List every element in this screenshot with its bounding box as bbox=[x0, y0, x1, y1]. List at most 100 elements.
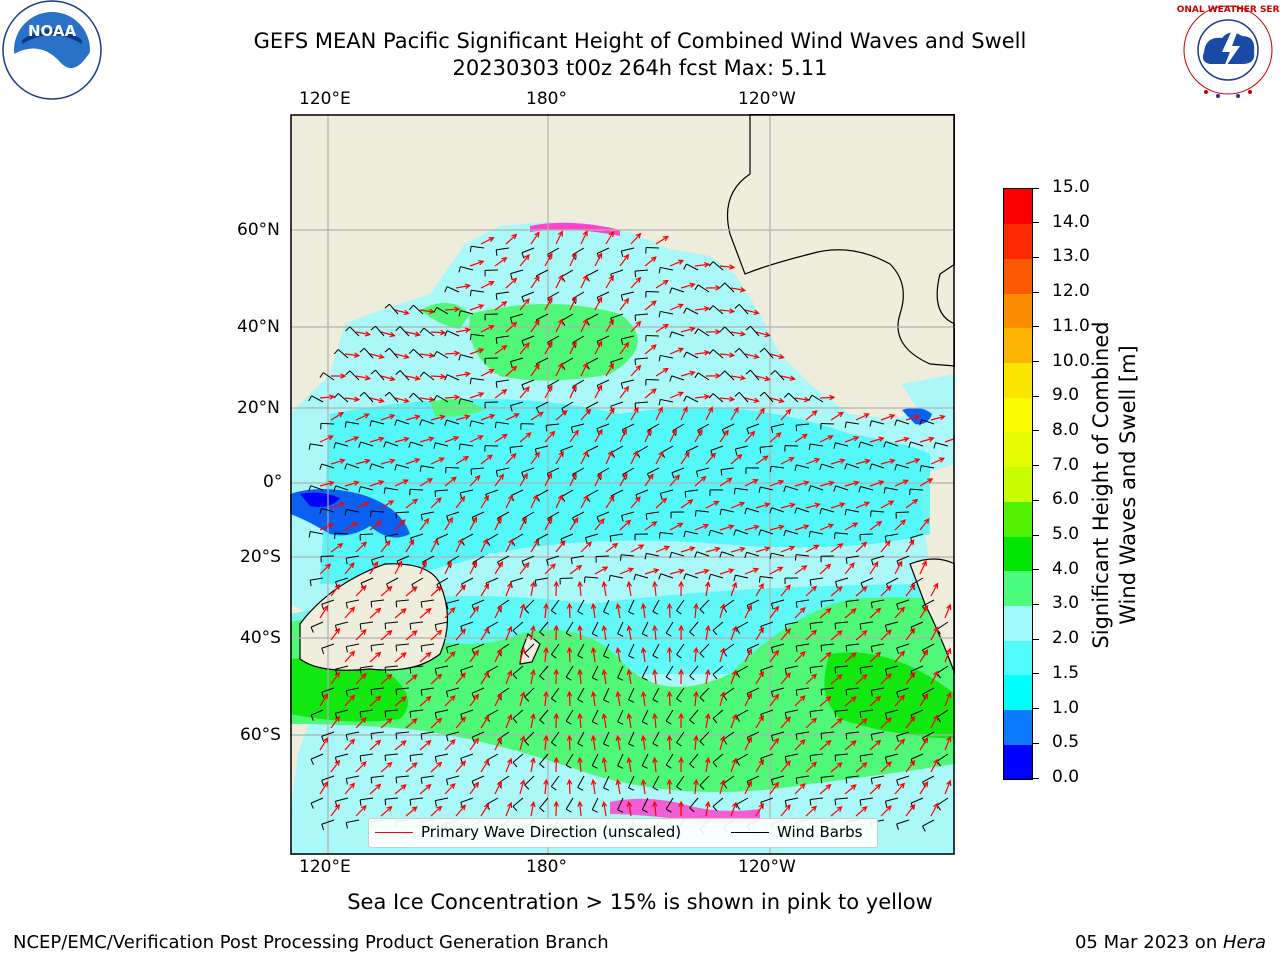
wave-direction-arrowhead bbox=[334, 583, 341, 590]
wind-barb bbox=[310, 797, 324, 804]
wave-direction-arrow bbox=[630, 544, 644, 553]
wave-direction-arrow bbox=[430, 497, 442, 509]
wind-barb bbox=[771, 775, 785, 780]
wave-direction-arrow bbox=[419, 437, 434, 443]
wind-barb bbox=[385, 665, 399, 668]
wind-barb bbox=[821, 463, 835, 469]
wave-direction-arrowhead bbox=[411, 806, 418, 812]
wave-direction-arrow bbox=[530, 626, 535, 641]
wave-direction-arrow bbox=[579, 758, 582, 773]
wave-direction-arrow bbox=[669, 522, 683, 531]
wave-direction-arrow bbox=[394, 608, 407, 619]
wind-barb bbox=[446, 286, 460, 293]
wave-direction-arrowhead bbox=[498, 473, 505, 480]
wind-barb bbox=[724, 282, 735, 293]
wind-barb bbox=[471, 775, 485, 782]
wave-direction-arrow bbox=[455, 717, 466, 729]
wave-direction-arrowhead bbox=[785, 760, 791, 767]
wave-direction-arrowhead bbox=[400, 740, 407, 746]
wave-direction-arrowhead bbox=[785, 584, 791, 591]
wave-direction-arrow bbox=[794, 651, 806, 663]
lon-tick-bottom-120w: 120°W bbox=[738, 857, 796, 877]
wind-barb bbox=[617, 753, 624, 767]
wave-direction-arrowhead bbox=[903, 436, 910, 443]
wind-barb bbox=[446, 330, 460, 337]
wave-direction-arrowhead bbox=[939, 414, 946, 421]
wave-direction-arrowhead bbox=[938, 457, 945, 463]
wind-barb bbox=[335, 665, 349, 670]
wave-direction-arrowhead bbox=[571, 296, 577, 303]
wave-direction-arrowhead bbox=[678, 800, 684, 807]
wave-direction-arrowhead bbox=[785, 804, 791, 811]
wave-direction-arrow bbox=[805, 503, 820, 509]
wind-barb-flag bbox=[383, 487, 386, 494]
wave-direction-arrow bbox=[580, 451, 588, 465]
wave-direction-arrow bbox=[668, 647, 671, 663]
wave-direction-arrow bbox=[394, 740, 407, 751]
wave-direction-arrowhead bbox=[577, 756, 583, 763]
wind-barb bbox=[785, 485, 799, 491]
wave-direction-arrow bbox=[655, 451, 664, 465]
wave-direction-arrow bbox=[668, 603, 671, 619]
sea-ice-caption: Sea Ice Concentration > 15% is shown in … bbox=[347, 890, 933, 914]
wind-barb bbox=[712, 709, 724, 719]
wave-direction-arrowhead bbox=[715, 285, 722, 291]
wind-barb bbox=[565, 621, 574, 634]
wind-barb bbox=[539, 753, 549, 765]
wave-direction-arrow bbox=[619, 520, 631, 531]
wind-barb-flag bbox=[694, 510, 697, 517]
wave-direction-arrowhead bbox=[922, 737, 929, 744]
wave-direction-arrow bbox=[744, 568, 759, 575]
wind-barb bbox=[546, 555, 560, 561]
wave-direction-arrowhead bbox=[524, 342, 530, 349]
wind-barb bbox=[346, 687, 360, 692]
wave-direction-arrow bbox=[569, 473, 577, 487]
wind-barb bbox=[435, 753, 449, 758]
wave-direction-arrow bbox=[319, 693, 329, 707]
wave-direction-arrowhead bbox=[601, 800, 608, 808]
wind-barb-flag bbox=[408, 304, 414, 310]
wind-barb-flag bbox=[884, 757, 888, 764]
colorbar-segment bbox=[1004, 466, 1032, 502]
wind-barb bbox=[371, 731, 385, 735]
wave-direction-arrow bbox=[579, 802, 582, 817]
wave-direction-arrow bbox=[568, 603, 571, 619]
wind-barb-flag bbox=[409, 667, 412, 674]
wave-direction-arrowhead bbox=[425, 739, 432, 746]
sea-ice-arctic bbox=[530, 222, 620, 236]
wave-direction-arrow bbox=[844, 652, 857, 663]
wave-direction-arrow bbox=[855, 806, 867, 817]
wind-barb-flag bbox=[809, 711, 812, 718]
wind-barb bbox=[652, 687, 660, 700]
wave-direction-arrowhead bbox=[632, 450, 638, 457]
wave-direction-arrow bbox=[694, 604, 697, 619]
wave-direction-arrowhead bbox=[719, 779, 726, 786]
wind-barb bbox=[385, 753, 399, 756]
wind-barb bbox=[471, 420, 485, 425]
wave-direction-arrow bbox=[394, 437, 409, 443]
wave-direction-arrowhead bbox=[703, 394, 711, 400]
wave-direction-arrow bbox=[805, 761, 817, 773]
wind-barb-flag bbox=[694, 328, 699, 335]
wave-direction-arrowhead bbox=[460, 584, 467, 591]
wave-direction-arrow bbox=[894, 437, 909, 443]
wind-barb bbox=[460, 489, 474, 494]
wind-barb bbox=[363, 347, 374, 359]
wind-barb bbox=[371, 643, 385, 647]
wind-barb-flag bbox=[759, 391, 765, 397]
wave-direction-arrowhead bbox=[447, 516, 454, 524]
wave-direction-arrow bbox=[905, 672, 916, 685]
wave-direction-arrow bbox=[605, 275, 614, 289]
wind-barb-flag bbox=[577, 610, 584, 615]
wave-direction-arrowhead bbox=[590, 690, 597, 698]
wind-barb bbox=[760, 576, 774, 579]
wind-barb bbox=[521, 291, 535, 298]
wave-direction-arrow bbox=[744, 781, 752, 795]
wave-direction-arrow bbox=[780, 409, 791, 421]
wave-direction-arrow bbox=[555, 363, 563, 377]
wind-barb-flag bbox=[521, 340, 525, 347]
wave-direction-arrow bbox=[653, 582, 657, 597]
wave-direction-arrowhead bbox=[648, 473, 654, 480]
wind-barb bbox=[524, 731, 535, 742]
wave-direction-arrowhead bbox=[473, 781, 480, 788]
